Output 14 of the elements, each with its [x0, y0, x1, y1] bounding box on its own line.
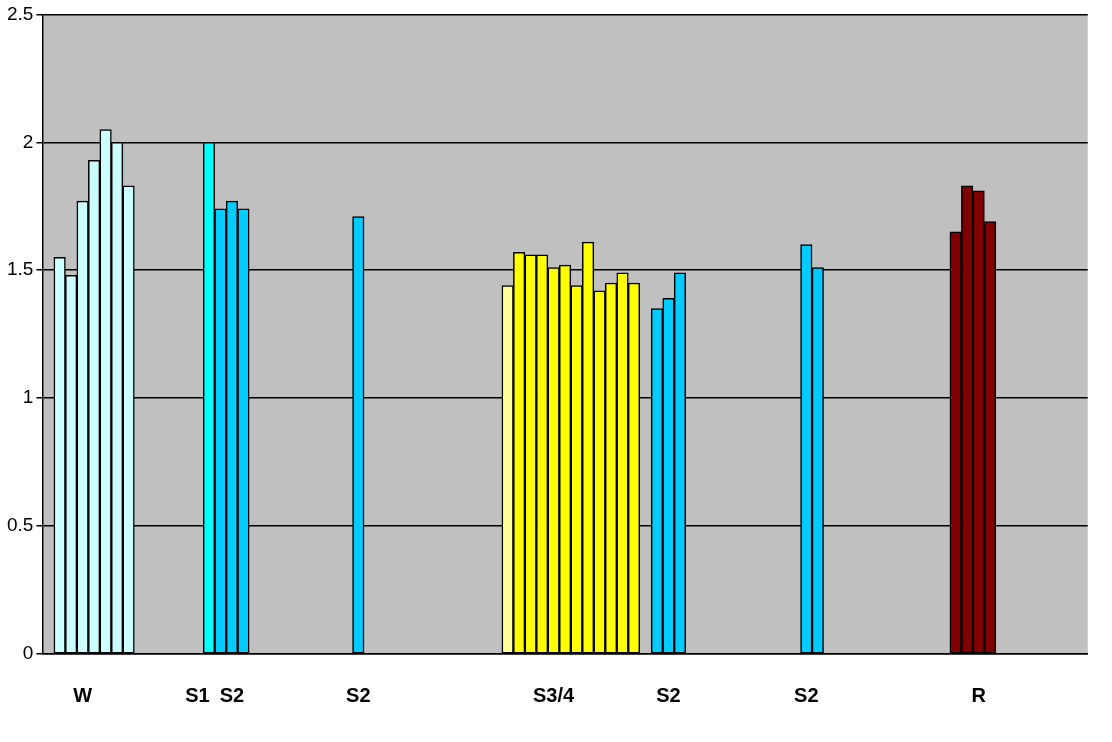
- x-tick-label: S2: [346, 683, 371, 706]
- x-tick-label: W: [73, 683, 93, 706]
- x-tick-label: S2: [794, 683, 819, 706]
- y-tick-label: 0.5: [6, 514, 34, 536]
- y-tick-label: 1: [22, 386, 34, 408]
- y-tick-label: 1.5: [6, 258, 34, 280]
- x-tick-label: R: [971, 683, 987, 706]
- y-tick-label: 0: [22, 642, 34, 664]
- y-tick-label: 2.5: [6, 2, 34, 24]
- x-tick-label: S1: [185, 683, 210, 706]
- x-tick-label: S3/4: [533, 683, 576, 706]
- x-tick-label: S2: [656, 683, 681, 706]
- x-tick-label: S2: [219, 683, 245, 706]
- y-tick-label: 2: [22, 130, 34, 152]
